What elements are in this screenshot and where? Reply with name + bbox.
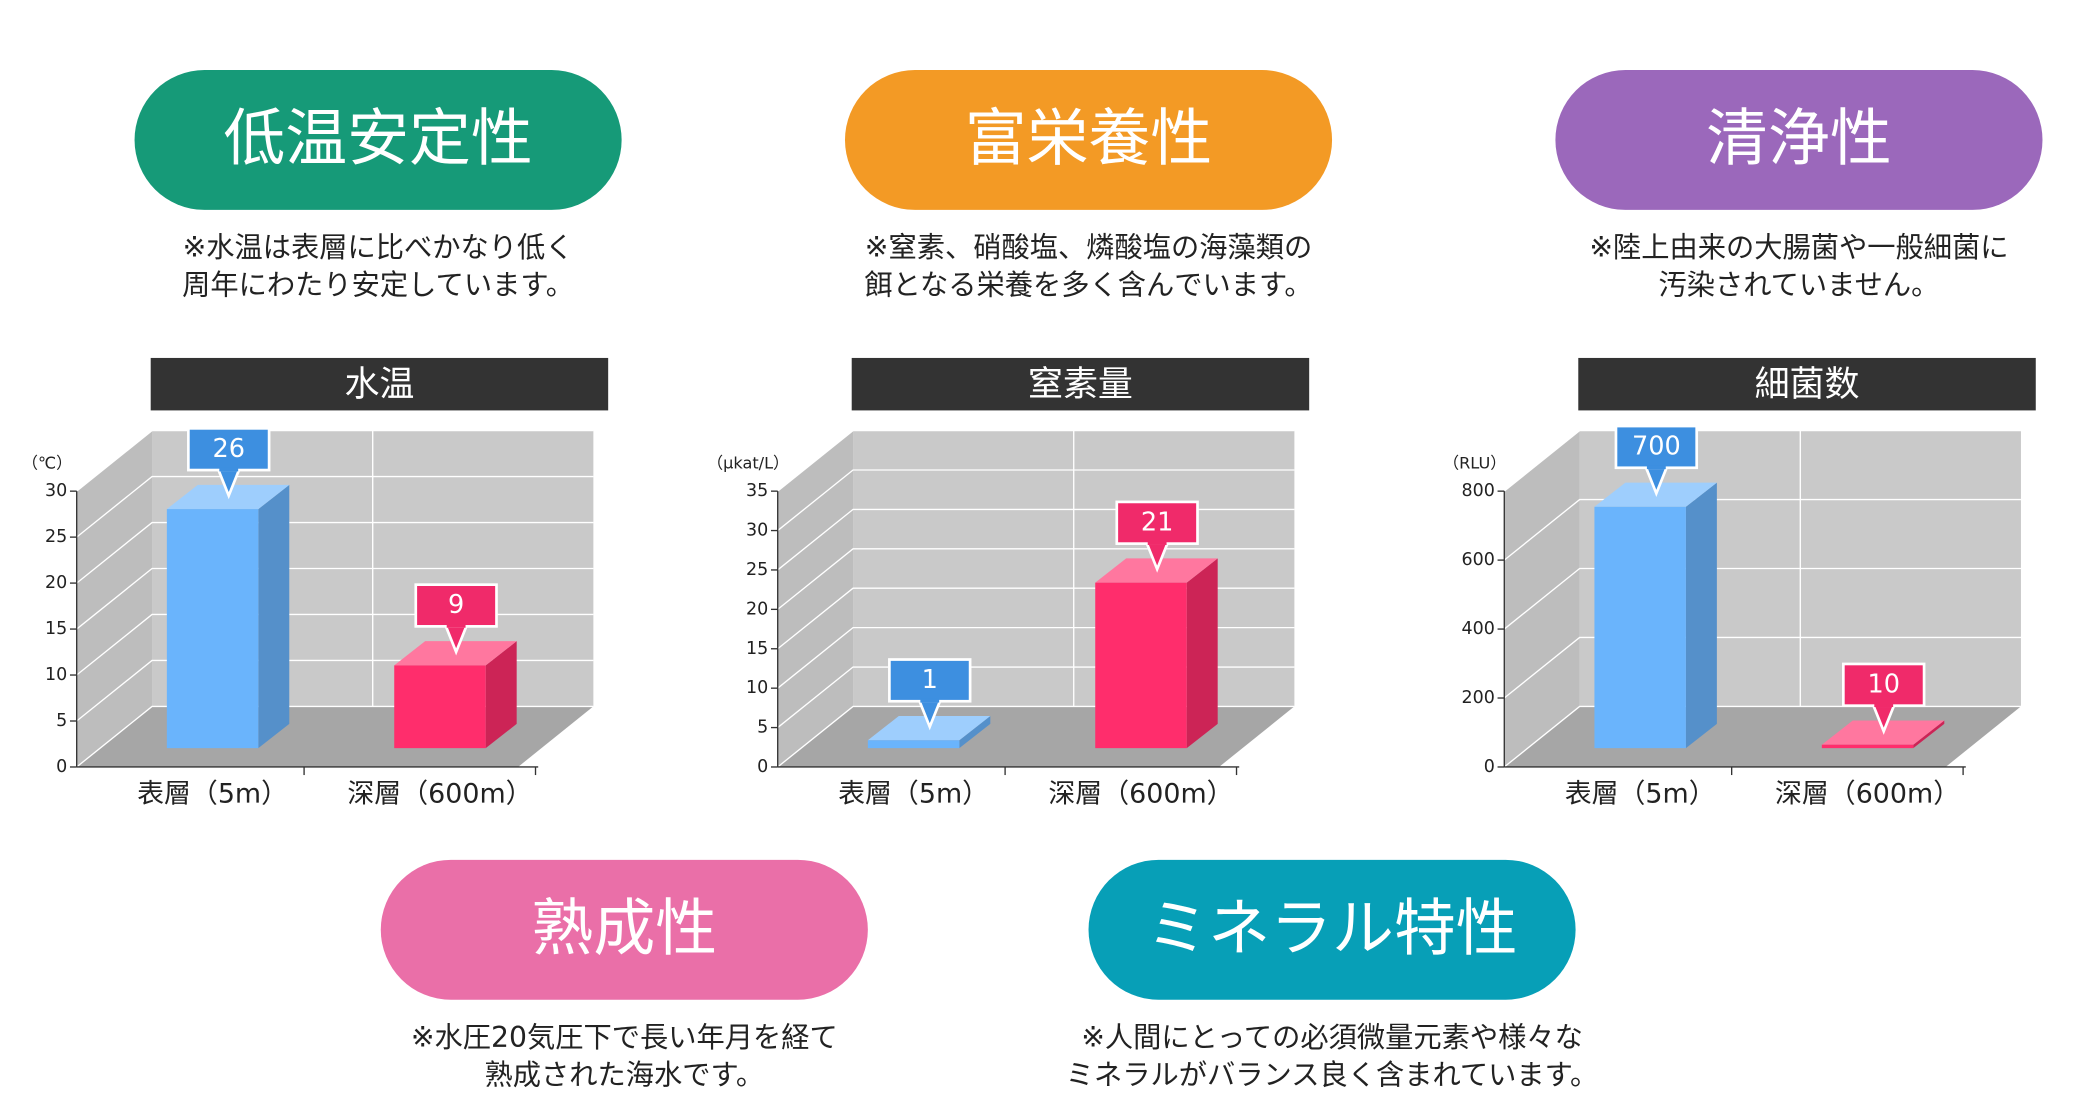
feature-note: ミネラルがバランス良く含まれています。 — [1066, 1058, 1599, 1091]
feature-label: 低温安定性 — [223, 103, 532, 175]
callout-fill — [1646, 465, 1666, 470]
grid-line — [76, 567, 594, 630]
y-tick-label: 200 — [1461, 688, 1494, 708]
y-tick-label: 400 — [1461, 619, 1494, 639]
x-tick-label: 深層（600m） — [347, 779, 532, 810]
bar — [1095, 582, 1187, 749]
chart-title: 細菌数 — [1755, 365, 1860, 405]
chart-title: 水温 — [344, 365, 414, 405]
grid-line — [777, 548, 1295, 610]
bar-side — [485, 641, 517, 749]
y-tick-label: 20 — [746, 599, 768, 619]
callout-box — [414, 583, 498, 628]
value-label: 26 — [212, 434, 245, 464]
y-tick-label: 5 — [757, 718, 768, 738]
x-tick-label: 表層（5m） — [137, 779, 288, 810]
y-axis-label: （℃） — [22, 454, 72, 473]
feature-pill — [844, 70, 1333, 210]
y-tick-label: 800 — [1461, 481, 1494, 501]
y-axis-label: （μkat/L） — [707, 454, 789, 473]
y-tick-label: 10 — [746, 678, 768, 698]
grid-line — [777, 429, 1295, 492]
feature-label: 熟成性 — [531, 893, 717, 965]
grid-line — [1503, 429, 2021, 492]
callout-fill — [1147, 540, 1167, 545]
y-tick-label: 30 — [45, 481, 67, 501]
value-label: 1 — [922, 665, 938, 695]
grid-line — [1503, 498, 2021, 561]
bar — [867, 740, 960, 749]
value-label: 10 — [1867, 669, 1900, 699]
value-label: 21 — [1141, 507, 1174, 537]
y-axis-label: （RLU） — [1443, 454, 1506, 473]
bar-side — [258, 484, 290, 749]
callout-fill — [920, 698, 940, 703]
y-tick-label: 25 — [746, 560, 768, 580]
grid-line — [1503, 567, 2021, 630]
y-tick-label: 0 — [1484, 757, 1495, 777]
feature-pill — [1088, 859, 1576, 1000]
y-tick-label: 600 — [1461, 550, 1494, 570]
feature-label: 清浄性 — [1706, 103, 1892, 175]
feature-note: ※水温は表層に比べかなり低く — [183, 231, 574, 264]
grid-line — [76, 475, 594, 538]
bar — [1594, 506, 1686, 749]
y-tick-label: 20 — [45, 573, 67, 593]
bar — [1821, 744, 1914, 749]
feature-note: ※水圧20気圧下で長い年月を経て — [411, 1021, 838, 1054]
value-label: 9 — [448, 590, 464, 620]
x-tick-label: 表層（5m） — [1565, 779, 1716, 810]
feature-pill — [380, 859, 868, 1000]
grid-line — [76, 521, 594, 584]
callout-box — [1115, 500, 1199, 545]
bar — [166, 509, 259, 749]
feature-label: 富栄養性 — [965, 103, 1213, 175]
feature-note: ※陸上由来の大腸菌や一般細菌に — [1589, 231, 2008, 264]
floor — [1504, 706, 2021, 767]
y-tick-label: 30 — [746, 521, 768, 541]
bar — [394, 665, 486, 749]
y-tick-label: 0 — [757, 757, 768, 777]
chart-title: 窒素量 — [1028, 365, 1133, 405]
feature-note: ※人間にとっての必須微量元素や様々な — [1081, 1021, 1583, 1054]
bar-side — [1913, 720, 1945, 749]
grid-line — [777, 469, 1295, 532]
chart-title-bar — [1578, 357, 2036, 411]
y-tick-label: 10 — [45, 665, 67, 685]
callout-fill — [219, 467, 239, 472]
feature-pill — [134, 70, 622, 210]
feature-note: ※窒素、硝酸塩、燐酸塩の海藻類の — [865, 231, 1312, 264]
bar-side — [959, 716, 991, 749]
feature-note: 熟成された海水です。 — [484, 1058, 764, 1091]
feature-pill — [1555, 70, 2043, 210]
feature-note: 餌となる栄養を多く含んでいます。 — [864, 269, 1312, 302]
callout-fill — [1874, 702, 1894, 708]
y-tick-label: 0 — [56, 757, 67, 777]
feature-note: 汚染されていません。 — [1659, 269, 1940, 302]
feature-note: 周年にわたり安定しています。 — [182, 269, 574, 302]
y-tick-label: 15 — [45, 619, 67, 639]
y-tick-label: 5 — [56, 711, 67, 731]
grid-line — [1503, 636, 2021, 699]
chart-title-bar — [851, 357, 1310, 411]
bar-side — [1685, 482, 1717, 749]
grid-line — [76, 429, 594, 492]
value-label: 700 — [1632, 432, 1681, 462]
x-tick-label: 表層（5m） — [838, 779, 989, 810]
feature-label: ミネラル特性 — [1146, 893, 1517, 965]
x-tick-label: 深層（600m） — [1775, 779, 1960, 810]
chart-title-bar — [150, 357, 609, 411]
x-tick-label: 深層（600m） — [1048, 779, 1233, 810]
callout-box — [187, 427, 271, 472]
y-tick-label: 35 — [746, 481, 768, 501]
y-tick-label: 15 — [746, 639, 768, 659]
bar-side — [1186, 558, 1218, 749]
callout-fill — [446, 623, 466, 628]
y-tick-label: 25 — [45, 527, 67, 547]
